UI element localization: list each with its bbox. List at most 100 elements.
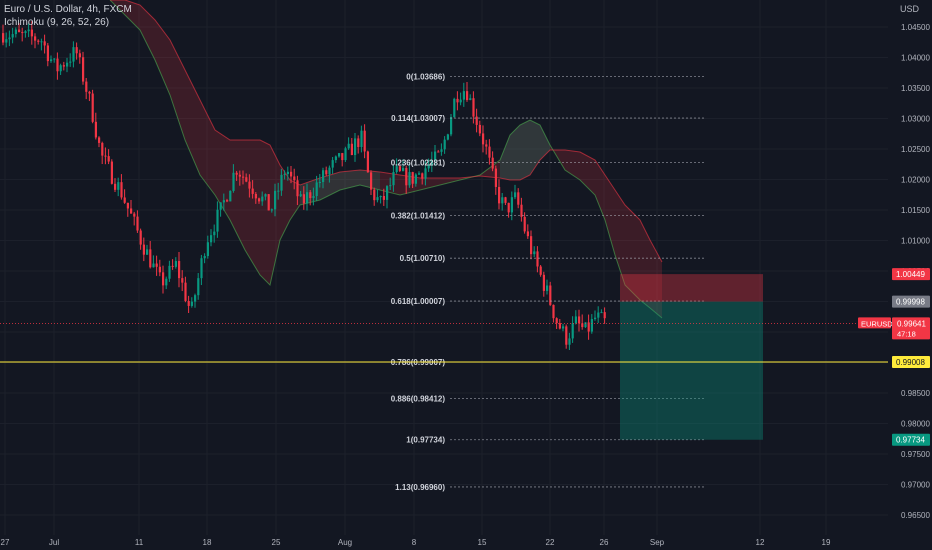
candle <box>558 318 561 330</box>
fib-level[interactable]: 1(0.97734) <box>406 436 706 445</box>
candle <box>274 183 277 217</box>
date-tick-label: 26 <box>600 538 609 547</box>
fib-level[interactable]: 0.886(0.98412) <box>391 394 706 403</box>
fib-level[interactable]: 0.618(1.00007) <box>391 297 706 306</box>
candle <box>62 61 65 71</box>
candle <box>232 164 235 193</box>
candle <box>350 138 353 156</box>
candle <box>286 166 289 181</box>
candle <box>555 317 558 329</box>
candles <box>2 21 606 351</box>
price-tick-label: 0.97500 <box>901 450 930 459</box>
candle <box>485 139 488 155</box>
candle <box>101 141 104 165</box>
candle <box>546 279 549 295</box>
fib-level[interactable]: 1.13(0.96960) <box>395 483 706 492</box>
candle <box>267 194 270 211</box>
candle <box>110 159 113 185</box>
price-axis[interactable]: 1.04500 1.04000 1.03500 1.03000 1.02500 1.020… <box>858 23 930 520</box>
fib-level[interactable]: 0.236(1.02281) <box>391 158 706 167</box>
candle <box>283 170 286 180</box>
candle <box>133 211 136 226</box>
candle <box>357 135 360 154</box>
candle <box>574 310 577 325</box>
price-tick-label: 1.03500 <box>901 84 930 93</box>
candle <box>331 157 334 174</box>
candle <box>514 184 517 200</box>
candle <box>491 151 494 172</box>
price-tick-label: 0.98000 <box>901 420 930 429</box>
date-tick-label: Jul <box>49 538 59 547</box>
candle <box>152 255 155 268</box>
candle <box>165 276 168 290</box>
date-tick-label: 19 <box>822 538 831 547</box>
fib-level[interactable]: 0(1.03686) <box>406 73 706 82</box>
candle <box>88 90 91 102</box>
stop-zone[interactable] <box>620 274 763 302</box>
candle <box>389 177 392 191</box>
candle <box>296 175 299 206</box>
candle <box>459 92 462 106</box>
candle <box>382 188 385 206</box>
candle <box>290 165 293 184</box>
candle <box>235 170 238 181</box>
candle <box>434 145 437 167</box>
candle <box>402 159 405 172</box>
date-tick-label: Sep <box>650 538 665 547</box>
candle <box>37 39 40 45</box>
candle <box>302 186 305 210</box>
candle <box>533 246 536 258</box>
price-tick-label: 1.01000 <box>901 237 930 246</box>
candle <box>14 27 17 38</box>
candle <box>50 55 53 63</box>
date-tick-label: Aug <box>338 538 352 547</box>
candle <box>210 229 213 247</box>
fib-level[interactable]: 0.114(1.03007) <box>391 114 706 123</box>
fib-retracement[interactable]: 0(1.03686) 0.114(1.03007) 0.236(1.02281) 0.… <box>391 73 706 492</box>
candle <box>510 191 513 221</box>
candle <box>341 152 344 167</box>
candle <box>142 237 145 262</box>
date-tick-label: 11 <box>135 538 144 547</box>
candle <box>411 171 414 189</box>
svg-text:0.99008: 0.99008 <box>896 358 925 367</box>
candle <box>315 175 318 201</box>
candle <box>590 314 593 334</box>
price-tick-label: 0.97000 <box>901 481 930 490</box>
candle <box>376 189 379 203</box>
candle <box>325 166 328 177</box>
target-zone[interactable] <box>620 301 763 440</box>
candle <box>414 173 417 187</box>
price-tick-label: 0.98500 <box>901 389 930 398</box>
candle <box>261 191 264 206</box>
long-position-tool[interactable] <box>620 274 763 440</box>
candle <box>334 155 337 163</box>
candle <box>136 210 139 233</box>
date-tick-label: 15 <box>478 538 487 547</box>
bar-countdown: 47:18 <box>897 329 916 338</box>
candle <box>517 188 520 209</box>
fib-level-label: 0.786(0.99007) <box>391 358 446 367</box>
indicator-label[interactable]: Ichimoku (9, 26, 52, 26) <box>4 17 110 28</box>
candle <box>504 196 507 206</box>
candle <box>66 57 69 73</box>
target-badge: 0.97734 <box>892 433 930 446</box>
support-badge: 0.99008 <box>892 356 930 369</box>
candle <box>139 228 142 250</box>
candle <box>498 179 501 210</box>
symbol-title[interactable]: Euro / U.S. Dollar, 4h, FXCM <box>4 4 132 15</box>
fib-level[interactable]: 0.5(1.00710) <box>400 254 706 263</box>
candle <box>78 49 81 64</box>
time-axis[interactable]: 27 Jul 11 18 25 Aug 8 15 22 26 Sep 12 19 <box>1 538 831 547</box>
candle <box>258 197 261 204</box>
candle <box>472 91 475 124</box>
candle <box>565 324 568 349</box>
candle <box>248 174 251 198</box>
fib-level-label: 1.13(0.96960) <box>395 483 445 492</box>
candle <box>347 137 350 150</box>
fib-level[interactable]: 0.382(1.01412) <box>391 211 706 220</box>
candle <box>72 41 75 68</box>
candle <box>104 147 107 165</box>
candle <box>30 21 33 45</box>
